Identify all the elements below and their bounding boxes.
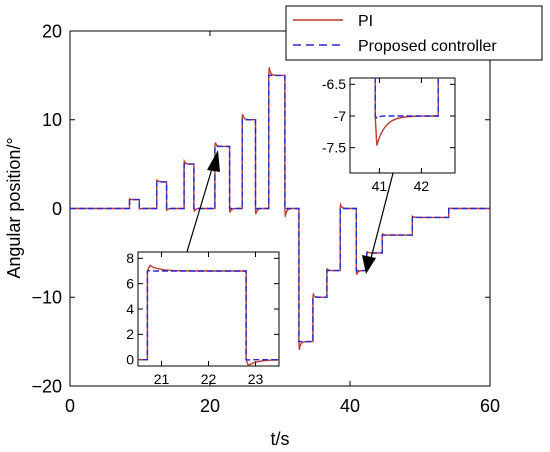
x-tick-label: 20 <box>200 396 220 416</box>
y-tick-label: 10 <box>42 110 62 130</box>
x-tick-label: 41 <box>372 178 388 194</box>
x-tick-label: 42 <box>414 178 430 194</box>
series-line-pi <box>374 78 439 146</box>
inset-right: 41 42 -6.5 -7 -7.5 <box>322 76 456 194</box>
right-zoom-arrowhead <box>362 255 376 274</box>
inset-right-ticks: 41 42 -6.5 -7 -7.5 <box>322 76 455 194</box>
y-tick-label: 0 <box>126 352 134 368</box>
x-tick-label: 60 <box>480 396 500 416</box>
y-tick-label: 8 <box>126 250 134 266</box>
series-line-proposed <box>70 74 490 344</box>
y-tick-label: -7.5 <box>322 140 346 156</box>
legend-proposed-label: Proposed controller <box>358 38 497 55</box>
x-tick-label: 21 <box>154 371 170 387</box>
y-axis-label: Angular position/° <box>4 137 24 278</box>
zoom-arrows <box>182 126 406 274</box>
x-tick-label: 23 <box>248 371 264 387</box>
inset-left-ticks: 21 22 23 8 6 4 2 0 <box>126 250 279 387</box>
y-tick-label: −20 <box>31 376 62 396</box>
inset-left: 21 22 23 8 6 4 2 0 <box>126 250 280 387</box>
y-tick-label: -6.5 <box>322 76 346 92</box>
y-tick-label: 0 <box>52 199 62 219</box>
left-zoom-arrow-line <box>182 161 215 266</box>
y-tick-label: 2 <box>126 326 134 342</box>
inset-left-series <box>138 264 279 366</box>
legend: PI Proposed controller <box>285 5 543 61</box>
inset-right-frame <box>349 77 456 174</box>
x-axis-label: t/s <box>270 429 289 449</box>
legend-pi-label: PI <box>358 13 373 30</box>
y-tick-label: 6 <box>126 276 134 292</box>
series-line-proposed <box>138 269 279 361</box>
inset-right-series <box>374 78 439 146</box>
x-tick-label: 0 <box>65 396 75 416</box>
x-tick-label: 22 <box>201 371 217 387</box>
main-series <box>70 67 490 351</box>
y-tick-label: -7 <box>334 108 347 124</box>
y-tick-label: 4 <box>126 301 134 317</box>
y-tick-label: 20 <box>42 21 62 41</box>
x-tick-label: 40 <box>340 396 360 416</box>
legend-box <box>285 5 543 61</box>
left-zoom-arrowhead <box>207 150 220 172</box>
y-tick-label: −10 <box>31 288 62 308</box>
